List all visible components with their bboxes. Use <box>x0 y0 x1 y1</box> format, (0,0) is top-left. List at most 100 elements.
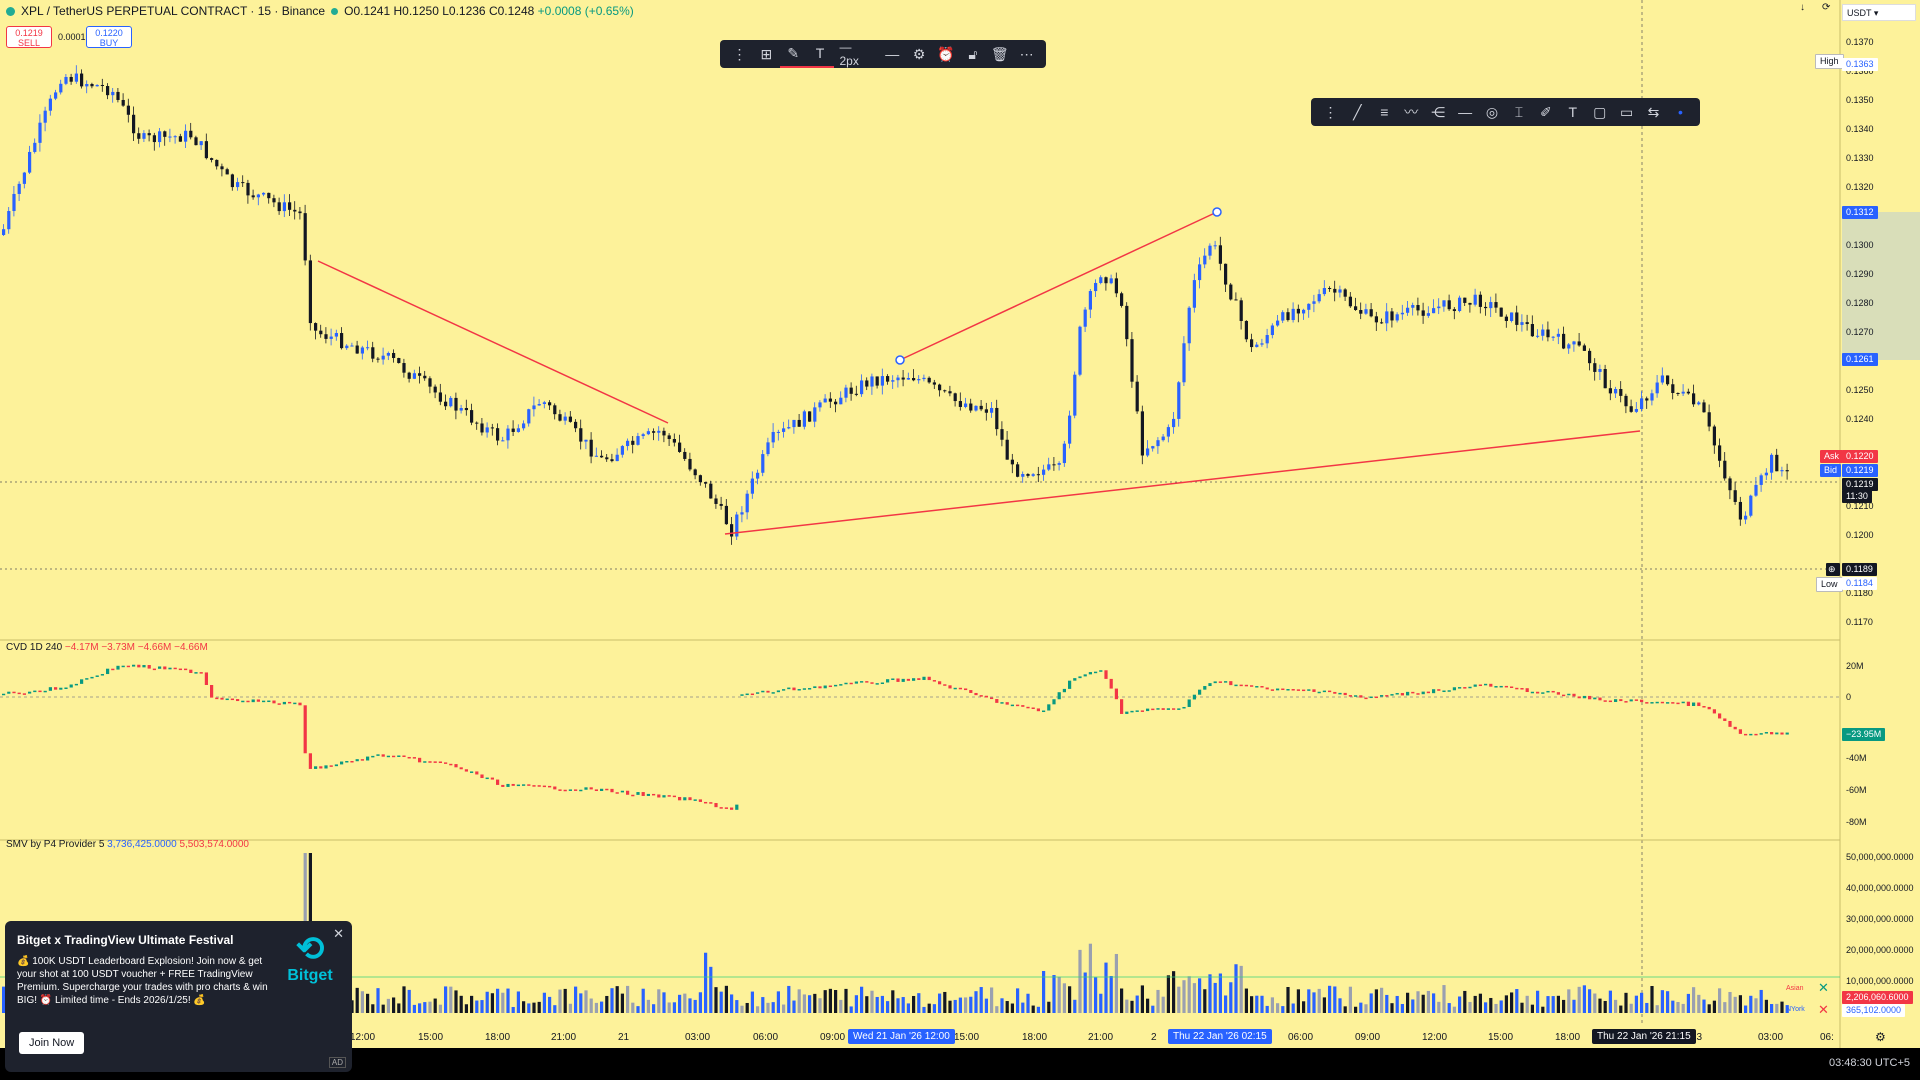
volume-bar <box>1322 997 1326 1013</box>
volume-bar <box>392 997 396 1013</box>
lock-icon[interactable]: 🔓︎ <box>968 45 978 62</box>
close-icon[interactable]: ✕ <box>333 926 344 941</box>
cvd-candle <box>1296 689 1300 691</box>
horizontal-line-icon[interactable]: — <box>1458 104 1473 120</box>
price-tick: 0.1270 <box>1846 327 1874 337</box>
trendline-descending[interactable] <box>317 260 669 424</box>
template-icon[interactable]: ⊞ <box>760 45 773 62</box>
cvd-candle <box>1094 671 1098 674</box>
time-tick: 21:00 <box>1088 1032 1114 1043</box>
line-color-icon[interactable]: ✎ <box>779 40 807 68</box>
line-style-icon[interactable]: — <box>885 46 900 62</box>
scroll-down-icon[interactable]: ↓ <box>1800 2 1805 13</box>
volume-bar <box>1338 998 1342 1013</box>
volume-bar <box>1759 989 1763 1013</box>
cvd-candle <box>397 755 401 757</box>
volume-bar <box>449 986 453 1013</box>
volume-bar <box>870 990 874 1013</box>
circle-icon[interactable]: ◎ <box>1485 103 1499 120</box>
clock[interactable]: 03:48:30 UTC+5 <box>1828 1057 1910 1069</box>
settings-icon[interactable]: ⚙ <box>912 45 926 62</box>
cvd-candle <box>1666 702 1670 704</box>
path-icon[interactable]: 〰 <box>1404 104 1419 120</box>
cvd-candle <box>324 765 328 769</box>
volume-bar <box>1463 990 1467 1013</box>
cvd-candle <box>1411 691 1415 694</box>
volume-bar <box>1328 985 1332 1013</box>
price-candle <box>636 436 640 445</box>
smv-legend[interactable]: SMV by P4 Provider 5 3,736,425.0000 5,50… <box>6 839 249 850</box>
cvd-candle <box>1146 708 1150 712</box>
cvd-candle <box>106 668 110 675</box>
price-candle <box>579 428 583 442</box>
volume-bar <box>584 990 588 1013</box>
cvd-candle <box>1135 710 1139 712</box>
pitchfork-icon[interactable]: ⋲ <box>1431 103 1446 120</box>
parallel-channel-icon[interactable]: ≡ <box>1380 104 1389 120</box>
cvd-candle <box>464 769 468 772</box>
volume-bar <box>1120 988 1124 1013</box>
price-candle <box>1047 464 1051 470</box>
symbol-title[interactable]: XPL / TetherUS PERPETUAL CONTRACT · 15 ·… <box>21 4 326 18</box>
bitget-logo-icon: ⟲ <box>295 930 325 968</box>
price-tick: 0.1170 <box>1846 617 1873 627</box>
cvd-candle <box>782 689 786 691</box>
cvd-candle <box>1182 706 1186 709</box>
price-candle <box>95 84 99 87</box>
buy-button[interactable]: 0.1220 BUY <box>86 26 132 48</box>
favorite-dot-icon[interactable]: • <box>1677 104 1683 120</box>
price-candle <box>912 378 916 381</box>
position-icon[interactable]: ⇆ <box>1647 103 1660 120</box>
line-width-selector[interactable]: — 2px <box>839 40 859 68</box>
cvd-candle <box>1354 695 1358 697</box>
cvd-tick: -40M <box>1846 753 1867 763</box>
drag-handle-icon[interactable]: ⋮ <box>732 45 747 62</box>
volume-bar <box>1775 1003 1779 1013</box>
rectangle-icon[interactable]: ▢ <box>1593 103 1607 120</box>
price-candle <box>558 414 562 421</box>
trend-line-icon[interactable]: ╱ <box>1353 103 1362 120</box>
price-candle <box>236 182 240 188</box>
trendline-anchor[interactable] <box>895 355 905 365</box>
currency-selector[interactable]: USDT ▾ <box>1842 4 1916 21</box>
price-candle <box>880 376 884 386</box>
delete-icon[interactable]: 🗑︎ <box>990 45 1009 62</box>
cvd-candle <box>1749 733 1753 736</box>
price-candle <box>631 440 635 445</box>
text-icon[interactable]: T <box>1568 104 1578 120</box>
drawing-tools-toolbar: ⋮ ╱ ≡ 〰 ⋲ — ◎ ⌶ ✐ T ▢ ▭ ⇆ • <box>1311 98 1700 126</box>
text-color-icon[interactable]: T <box>806 40 834 68</box>
alert-icon[interactable]: ⏰ <box>937 45 955 62</box>
cvd-candle <box>1338 692 1342 695</box>
refresh-icon[interactable]: ⟳ <box>1822 2 1831 13</box>
time-tick: 23 <box>1691 1032 1703 1043</box>
price-candle <box>1640 398 1644 410</box>
trendline-anchor[interactable] <box>1212 207 1222 217</box>
time-tick: 09:00 <box>820 1032 846 1043</box>
measure-icon[interactable]: ⌶ <box>1514 103 1524 120</box>
cvd-legend[interactable]: CVD 1D 240 −4.17M −3.73M −4.66M −4.66M <box>6 642 208 653</box>
sell-button[interactable]: 0.1219 SELL <box>6 26 52 48</box>
volume-bar <box>1400 1003 1404 1013</box>
more-icon[interactable]: ⋯ <box>1019 45 1034 62</box>
session-toggle-icon[interactable]: ✕ <box>1818 980 1829 995</box>
volume-bar <box>470 995 474 1013</box>
price-candle <box>126 105 130 115</box>
cvd-candle <box>610 788 614 793</box>
price-candle <box>1614 389 1618 394</box>
cvd-candle <box>1270 689 1274 691</box>
price-candle <box>59 83 63 93</box>
drag-handle-icon[interactable]: ⋮ <box>1323 103 1338 120</box>
time-settings-icon[interactable]: ⚙ <box>1875 1030 1886 1044</box>
trendline-rising[interactable] <box>899 211 1218 361</box>
session-toggle-icon[interactable]: ✕ <box>1818 1002 1829 1017</box>
callout-icon[interactable]: ▭ <box>1619 103 1634 120</box>
trendline-support[interactable] <box>724 430 1641 535</box>
cvd-candle <box>1577 696 1581 699</box>
volume-bar <box>984 998 988 1013</box>
brush-icon[interactable]: ✐ <box>1539 103 1552 120</box>
join-now-button[interactable]: Join Now <box>19 1032 85 1054</box>
add-alert-icon[interactable]: ⊕ <box>1826 563 1840 576</box>
price-candle <box>1598 369 1602 372</box>
